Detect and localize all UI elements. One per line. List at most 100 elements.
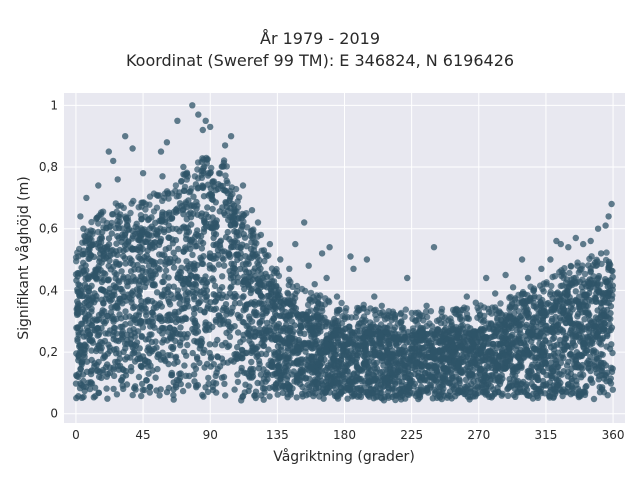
data-point — [567, 391, 575, 398]
data-point — [221, 262, 228, 269]
data-point — [203, 297, 210, 304]
data-point — [298, 324, 305, 331]
outlier-point — [594, 225, 602, 232]
data-point — [191, 173, 199, 180]
chart-subtitle: Koordinat (Sweref 99 TM): E 346824, N 61… — [125, 51, 515, 70]
data-point — [174, 274, 182, 281]
outlier-point — [80, 225, 87, 232]
data-point — [419, 388, 426, 395]
data-point — [247, 273, 254, 280]
data-point — [351, 343, 358, 350]
data-point — [204, 204, 211, 211]
data-point — [156, 192, 163, 199]
outlier-point — [199, 126, 206, 134]
data-point — [455, 360, 462, 367]
data-point — [215, 261, 222, 268]
data-point — [564, 290, 571, 298]
data-point — [106, 257, 113, 264]
data-point — [262, 270, 269, 277]
data-point — [303, 314, 310, 321]
data-point — [183, 216, 190, 223]
data-point — [341, 378, 348, 385]
data-point — [165, 311, 172, 318]
data-point — [152, 219, 159, 226]
data-point — [153, 304, 160, 311]
data-point — [288, 318, 296, 325]
data-point — [209, 205, 216, 213]
data-point — [212, 297, 220, 305]
data-point — [130, 273, 137, 281]
data-point — [234, 244, 241, 251]
data-point — [385, 385, 393, 392]
data-point — [75, 310, 82, 317]
data-point — [237, 254, 244, 262]
data-point — [542, 337, 549, 344]
data-point — [198, 174, 206, 181]
data-point — [566, 329, 574, 337]
data-point — [189, 251, 196, 258]
data-point — [88, 347, 95, 354]
data-point — [449, 343, 457, 350]
data-point — [408, 332, 415, 339]
data-point — [104, 395, 111, 402]
data-point — [415, 373, 423, 381]
outlier-point — [248, 207, 256, 214]
data-point — [530, 299, 537, 307]
data-point — [108, 230, 116, 237]
data-point — [541, 308, 548, 315]
data-point — [82, 239, 89, 246]
data-point — [81, 271, 89, 278]
data-point — [170, 283, 177, 290]
outlier-point — [492, 290, 499, 297]
data-point — [586, 325, 593, 332]
data-point — [561, 310, 568, 317]
data-point — [137, 248, 144, 256]
outlier-point — [139, 170, 147, 177]
data-point — [377, 394, 384, 401]
data-point — [414, 321, 421, 328]
data-point — [598, 312, 605, 319]
data-point — [136, 304, 143, 311]
data-point — [245, 260, 252, 268]
data-point — [149, 309, 156, 316]
data-point — [145, 262, 153, 270]
data-point — [392, 396, 399, 404]
data-point — [583, 382, 590, 390]
outlier-point — [524, 274, 532, 282]
data-point — [537, 282, 544, 289]
x-axis-label: Vågriktning (grader) — [273, 448, 415, 465]
data-point — [357, 319, 364, 327]
data-point — [510, 340, 517, 347]
outlier-point — [453, 305, 460, 313]
data-point — [581, 316, 588, 323]
data-point — [251, 392, 258, 399]
data-point — [367, 305, 374, 312]
outlier-point — [301, 219, 308, 226]
data-point — [278, 343, 285, 350]
data-point — [153, 387, 160, 394]
data-point — [341, 314, 349, 321]
data-point — [121, 255, 129, 262]
data-point — [540, 288, 547, 295]
data-point — [202, 319, 209, 326]
outlier-point — [572, 234, 579, 242]
data-point — [100, 354, 107, 362]
data-point — [603, 343, 610, 350]
data-point — [180, 304, 187, 312]
data-point — [123, 217, 130, 224]
data-point — [500, 365, 507, 372]
data-point — [96, 329, 103, 336]
data-point — [170, 249, 177, 256]
data-point — [234, 229, 241, 236]
data-point — [595, 272, 603, 280]
data-point — [72, 380, 80, 387]
data-point — [421, 377, 428, 384]
data-point — [209, 386, 217, 394]
data-point — [539, 296, 546, 304]
outlier-point — [587, 237, 594, 245]
data-point — [120, 366, 127, 374]
outlier-point — [260, 247, 268, 254]
data-point — [175, 245, 182, 253]
data-point — [127, 268, 135, 275]
